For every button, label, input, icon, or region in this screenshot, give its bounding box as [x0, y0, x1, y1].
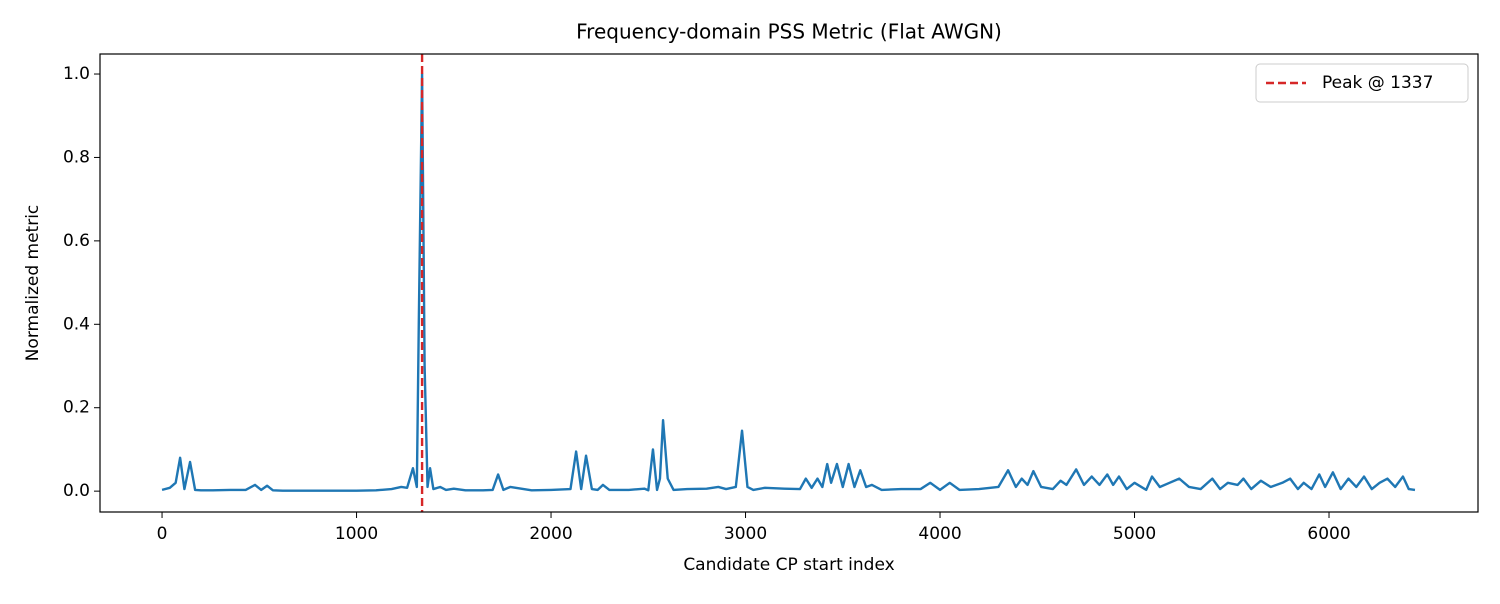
x-tick-label: 4000 [918, 524, 961, 544]
plot-frame [99, 53, 1479, 513]
legend-label: Peak @ 1337 [1322, 73, 1433, 93]
x-tick-label: 2000 [529, 524, 572, 544]
y-tick-label: 0.2 [63, 398, 90, 418]
y-tick-label: 0.0 [63, 481, 90, 501]
chart-title: Frequency-domain PSS Metric (Flat AWGN) [576, 20, 1002, 44]
x-tick-label: 5000 [1113, 524, 1156, 544]
data-line [161, 72, 1416, 492]
y-tick-label: 0.4 [63, 314, 90, 334]
x-axis-label: Candidate CP start index [683, 555, 894, 575]
y-tick-label: 1.0 [63, 64, 90, 84]
x-tick-label: 3000 [724, 524, 767, 544]
x-tick-label: 1000 [335, 524, 378, 544]
y-tick-label: 0.6 [63, 231, 90, 251]
y-axis-label: Normalized metric [23, 205, 43, 362]
y-tick-label: 0.8 [63, 147, 90, 167]
x-tick-label: 6000 [1307, 524, 1350, 544]
x-tick-label: 0 [157, 524, 168, 544]
legend-box [1255, 63, 1469, 103]
